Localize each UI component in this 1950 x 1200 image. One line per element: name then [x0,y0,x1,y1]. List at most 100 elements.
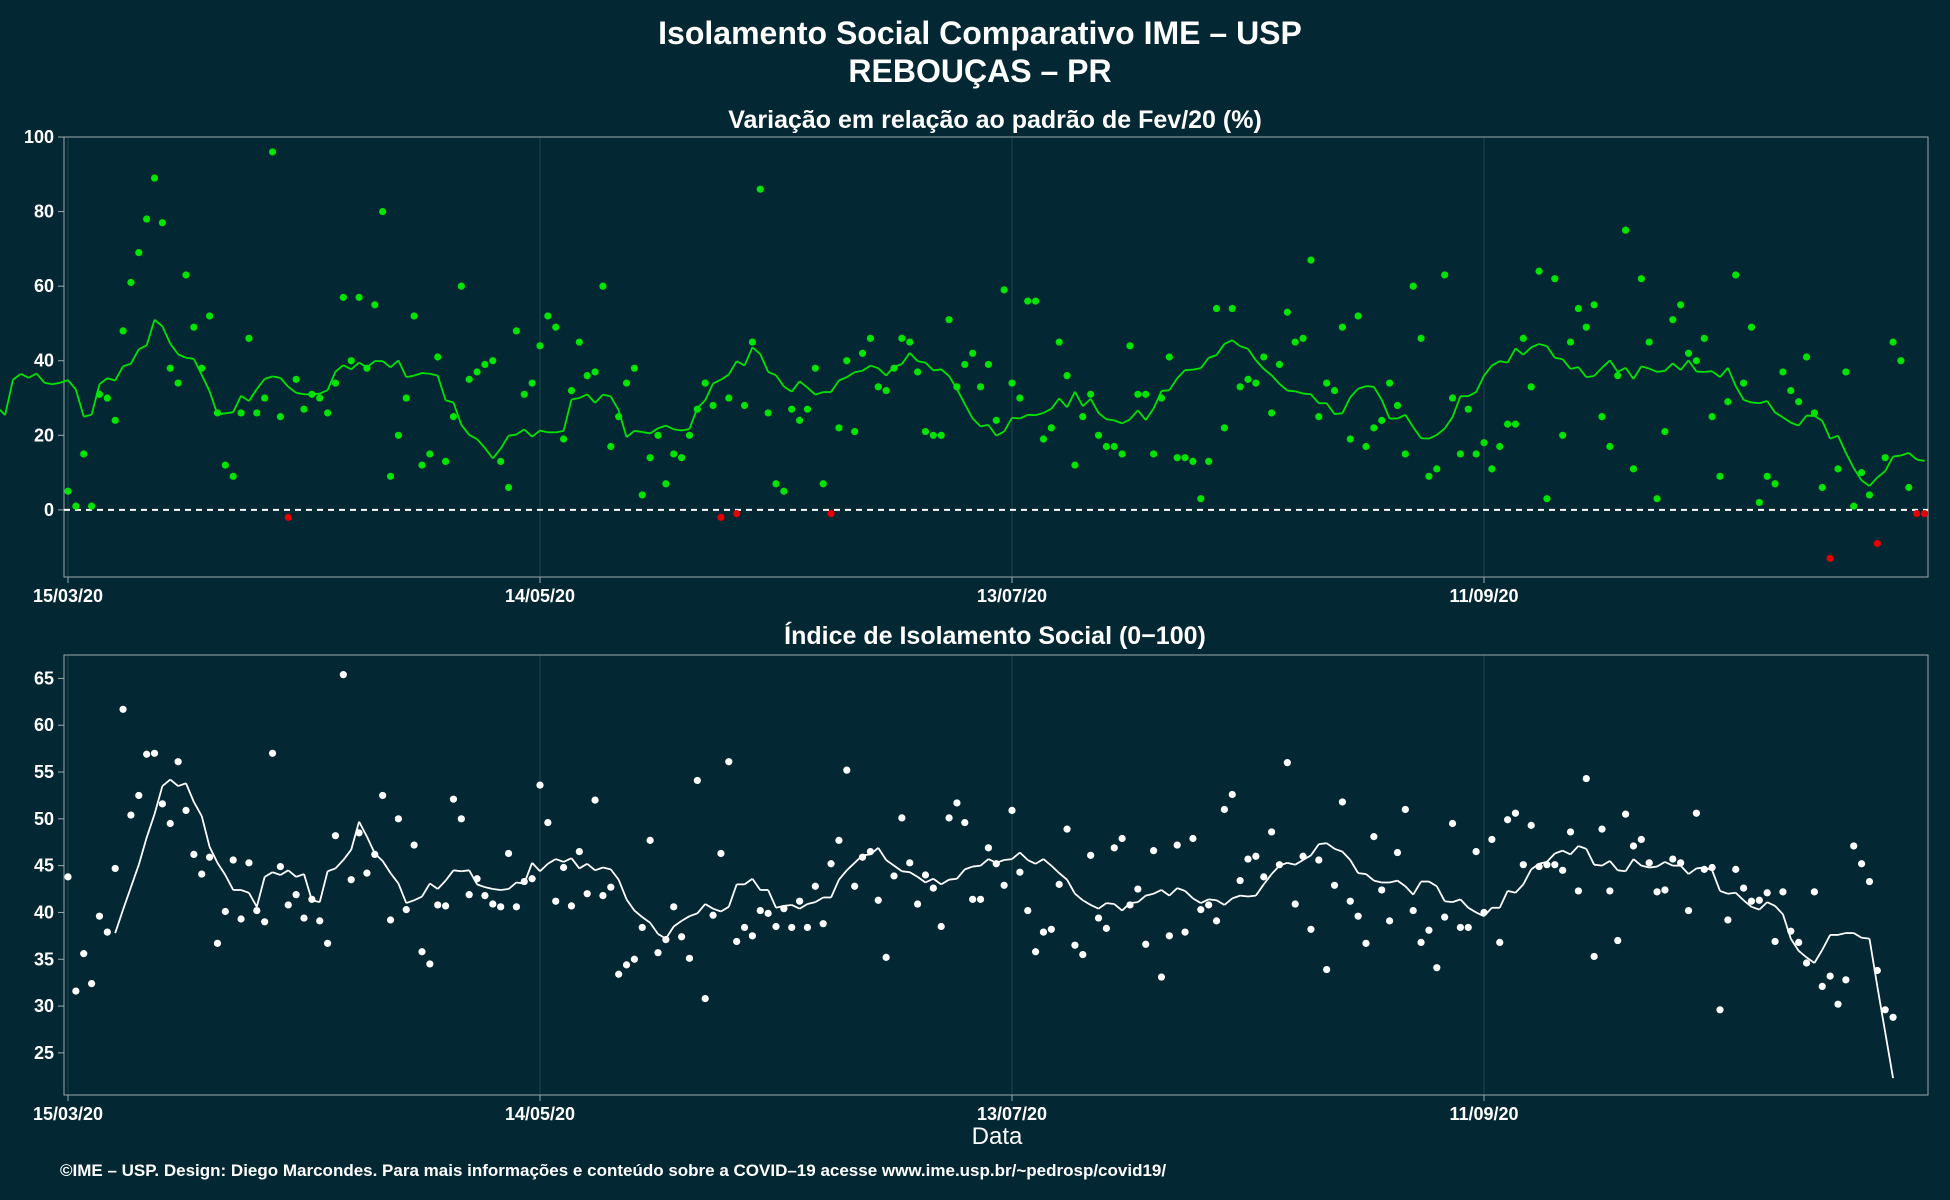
panel2-moving-average-segment [1758,901,1768,911]
panel2-moving-average-segment [838,869,848,881]
panel1-moving-average-segment [830,379,840,393]
panel1-data-point [127,278,135,287]
panel2-moving-average-segment [208,846,219,864]
panel1-moving-average-segment [523,428,533,438]
panel2-moving-average-segment [1562,849,1571,856]
panel1-moving-average-segment [12,373,22,381]
panel2-moving-average-segment [1145,892,1154,897]
panel2-moving-average-segment [602,866,612,871]
panel1-data-point [1716,472,1724,480]
panel2-moving-average-segment [413,895,423,902]
panel2-data-point [1527,821,1535,829]
panel1-moving-average-segment [1845,452,1855,469]
panel2-moving-average-segment [1184,890,1194,900]
panel1-moving-average-segment [256,378,266,390]
panel2-data-point [1150,847,1158,855]
panel2-data-point [685,954,694,962]
panel2-data-point [1212,917,1221,925]
panel2-data-point [72,987,80,995]
panel2-data-point [1401,805,1409,814]
panel2-moving-average-segment [1216,899,1225,906]
panel1-data-point [182,271,190,279]
panel2-data-point [1024,906,1032,915]
panel1-moving-average-segment [1278,383,1288,392]
panel2-data-point [1260,873,1268,881]
panel1-data-point [717,513,725,521]
panel2-data-point [630,955,639,963]
panel1-data-point [1826,554,1834,562]
panel1-data-point [1629,465,1638,473]
panel1-data-point [851,427,859,436]
panel2-moving-average-segment [224,874,234,891]
panel1-moving-average-segment [421,372,430,375]
panel2-data-point [1346,897,1354,905]
panel2-data-point [434,901,442,909]
panel2-moving-average-segment [791,904,800,910]
panel1-moving-average-segment [397,359,408,378]
panel1-moving-average-segment [1679,359,1690,371]
panel2-data-point [442,902,450,910]
panel1-data-point [316,394,324,402]
panel1-moving-average-segment [1231,339,1241,347]
panel1-moving-average-segment [232,395,242,413]
panel2-moving-average-segment [563,857,572,863]
panel1-data-point [1747,323,1756,331]
panel1-data-point [1275,360,1284,369]
panel1-data-point [1212,304,1221,313]
panel1-data-point [670,450,678,458]
panel2-data-point [1323,965,1331,974]
panel1-moving-average-segment [1270,374,1281,385]
panel2-data-point [347,876,355,884]
panel2-moving-average-segment [114,909,124,934]
panel1-moving-average-segment [1546,345,1556,359]
panel1-data-point [504,483,513,492]
panel1-data-point [1378,416,1386,424]
panel2-moving-average-segment [1546,852,1556,863]
panel2-data-point [1275,861,1284,869]
panel2-moving-average-segment [1208,898,1217,902]
panel2-moving-average-segment [1727,891,1736,895]
panel1-title: Variação em relação ao padrão de Fev/20 … [728,106,1262,134]
panel1-moving-average-segment [1129,409,1139,420]
panel2-moving-average-segment [1649,865,1658,869]
panel1-data-point [426,450,434,458]
panel1-moving-average-segment [1916,458,1925,462]
panel1-data-point [1244,375,1252,383]
panel1-moving-average-segment [1035,412,1044,417]
panel1-data-point [1283,308,1291,316]
panel2-data-point [158,800,166,808]
panel-variation: 0 20 40 60 80 100 15/03/20 14/05/20 13/07/20 11/0… [0,127,1929,606]
panel2-data-point [827,860,835,868]
panel1-data-point [1157,394,1166,402]
panel2-data-point [1102,924,1110,932]
panel2-moving-average-segment [318,871,329,903]
panel1-moving-average-segment [98,377,108,385]
panel2-data-point [756,906,764,915]
panel1-moving-average-segment [153,319,163,328]
panel1-moving-average-segment [1664,362,1674,372]
panel2-data-point [1795,938,1803,947]
panel2-data-point [1118,834,1126,843]
panel2-data-point [1386,917,1394,925]
panel2-data-point [418,948,426,956]
panel1-moving-average-segment [1617,367,1627,373]
panel1-moving-average-segment [319,389,328,395]
panel1-data-point [1527,383,1535,391]
panel2-data-point [788,923,796,932]
panel1-moving-average-segment [59,379,69,384]
panel2-data-point [1047,925,1055,933]
panel1-moving-average-segment [1082,398,1092,407]
panel1-moving-average-segment [1412,426,1422,439]
panel2-data-point [552,897,560,905]
panel2-data-point [1039,928,1048,936]
panel2-data-point [622,961,631,969]
panel2-data-point [1614,936,1622,945]
panel1-data-point [245,334,253,342]
panel2-data-point [670,903,678,911]
panel2-moving-average-segment [1884,1032,1894,1079]
panel2-data-point [1606,887,1614,895]
panel2-moving-average-segment [161,778,171,787]
panel2-moving-average-segment [1153,889,1162,895]
panel2-moving-average-segment [720,906,730,913]
panel1-data-point [111,416,119,424]
